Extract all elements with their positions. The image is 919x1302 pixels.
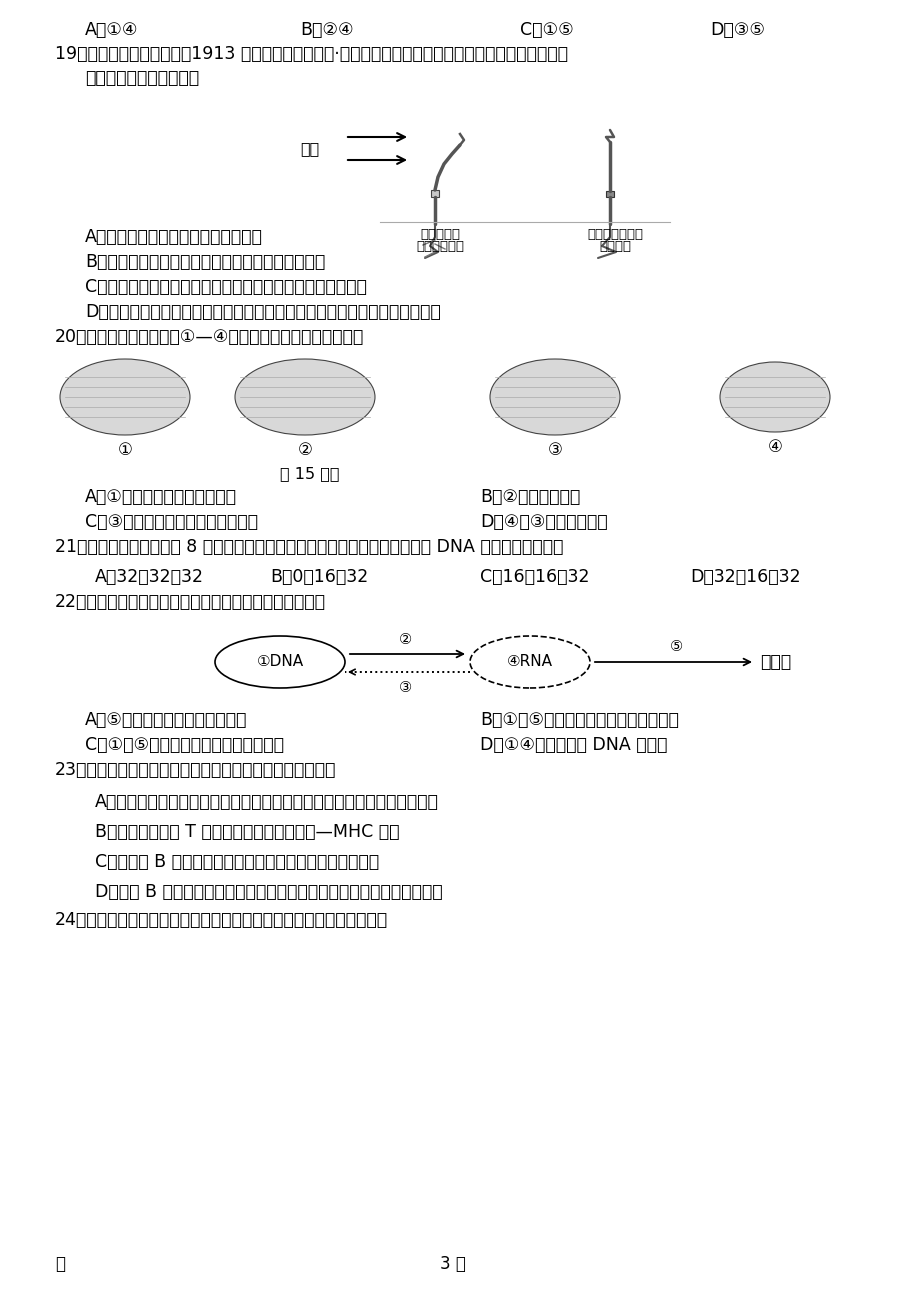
Text: B．插有明胶的苗发生向光弯曲证明苗尖是感光部位: B．插有明胶的苗发生向光弯曲证明苗尖是感光部位 (85, 253, 325, 271)
Text: D．④与③的外层膜相连: D．④与③的外层膜相连 (480, 513, 607, 531)
Text: 22．下图为中心法则图解。下列有关的叙述中，正确的是: 22．下图为中心法则图解。下列有关的叙述中，正确的是 (55, 592, 325, 611)
Ellipse shape (60, 359, 190, 435)
Text: B．每一个成熟的 T 淋巴细胞只带有一种抗原—MHC 受体: B．每一个成熟的 T 淋巴细胞只带有一种抗原—MHC 受体 (95, 823, 399, 841)
Text: 蛋白质: 蛋白质 (759, 654, 790, 671)
Text: ③: ③ (398, 680, 411, 694)
Text: C．16、16、32: C．16、16、32 (480, 568, 589, 586)
Text: ④RNA: ④RNA (506, 655, 552, 669)
Text: D．要使本实验更有说服力，还应设置不放苗尖仅放明胶或云母片的对照实验: D．要使本实验更有说服力，还应设置不放苗尖仅放明胶或云母片的对照实验 (85, 303, 440, 322)
Text: D．效应 B 细胞识别到抗原后，产生抗体，抗体和抗原结合产生免疫反应: D．效应 B 细胞识别到抗原后，产生抗体，抗体和抗原结合产生免疫反应 (95, 883, 442, 901)
Text: 23．下列关于细胞免疫发生过程的叙述中，不可能的一项是: 23．下列关于细胞免疫发生过程的叙述中，不可能的一项是 (55, 760, 336, 779)
Text: C．显微镜观察表明，弯曲部位背面细胞分裂速率快、数量多: C．显微镜观察表明，弯曲部位背面细胞分裂速率快、数量多 (85, 279, 367, 296)
Text: ④: ④ (766, 437, 781, 456)
Text: ①DNA: ①DNA (256, 655, 303, 669)
Text: A．①是合成蔗糖和淀粉的场所: A．①是合成蔗糖和淀粉的场所 (85, 488, 237, 506)
Text: B．②有两层单位膜: B．②有两层单位膜 (480, 488, 580, 506)
Text: ②: ② (398, 633, 411, 647)
Ellipse shape (490, 359, 619, 435)
Ellipse shape (234, 359, 375, 435)
Text: 第 15 题图: 第 15 题图 (279, 466, 339, 482)
Text: 顶端隔开: 顶端隔开 (598, 241, 630, 254)
Text: A．32、32、32: A．32、32、32 (95, 568, 204, 586)
Text: ②: ② (297, 441, 312, 460)
Text: ⑤: ⑤ (669, 639, 682, 655)
Text: 3 第: 3 第 (439, 1255, 465, 1273)
Text: A．本实验证明生长素由苗尖向下传递: A．本实验证明生长素由苗尖向下传递 (85, 228, 263, 246)
Ellipse shape (470, 635, 589, 687)
Text: 用云母片将幼苗: 用云母片将幼苗 (586, 228, 642, 241)
Text: D．③⑤: D．③⑤ (709, 21, 765, 39)
Text: C．①～⑤过程中都能发生碱基互补配对: C．①～⑤过程中都能发生碱基互补配对 (85, 736, 284, 754)
Text: 20．下列关于真核细胞中①—④结构与功能的叙述，正确的是: 20．下列关于真核细胞中①—④结构与功能的叙述，正确的是 (55, 328, 364, 346)
Text: 幼苗顶端隔开: 幼苗顶端隔开 (415, 241, 463, 254)
Text: B．①～⑤过程可以发生在同一个细胞中: B．①～⑤过程可以发生在同一个细胞中 (480, 711, 678, 729)
Text: 24．如图为某生物体细胞分裂的一个时期，下列相关叙述中，正确的是: 24．如图为某生物体细胞分裂的一个时期，下列相关叙述中，正确的是 (55, 911, 388, 930)
Text: 假说．下列叙述正确的是: 假说．下列叙述正确的是 (85, 69, 199, 87)
Text: 用明胶块将: 用明胶块将 (420, 228, 460, 241)
Text: B．0、16、32: B．0、16、32 (269, 568, 368, 586)
Text: 21．某生物的体细胞内有 8 对染色体，在有丝分裂中期的染色单体、染色体和 DNA 分子的数目依次是: 21．某生物的体细胞内有 8 对染色体，在有丝分裂中期的染色单体、染色体和 DN… (55, 538, 562, 556)
Text: 页: 页 (55, 1255, 65, 1273)
Text: D．①④过程均需要 DNA 聚合酶: D．①④过程均需要 DNA 聚合酶 (480, 736, 666, 754)
Text: 光照: 光照 (300, 141, 319, 156)
FancyBboxPatch shape (430, 190, 438, 197)
Text: ③: ③ (547, 441, 562, 460)
Text: D．32、16、32: D．32、16、32 (689, 568, 800, 586)
Text: A．⑤过程只能发生在真核细胞中: A．⑤过程只能发生在真核细胞中 (85, 711, 247, 729)
Text: C．③是贮存和复制遗传物质的场所: C．③是贮存和复制遗传物质的场所 (85, 513, 257, 531)
Text: C．成熟的 B 淋巴细胞的抗体分子在合成后便移到细胞膜上: C．成熟的 B 淋巴细胞的抗体分子在合成后便移到细胞膜上 (95, 853, 379, 871)
Text: A．①④: A．①④ (85, 21, 139, 39)
Text: A．当病原体侵入体内发生感染时，巨噬细胞吞噬入侵的病原体将其被消化: A．当病原体侵入体内发生感染时，巨噬细胞吞噬入侵的病原体将其被消化 (95, 793, 438, 811)
Text: ①: ① (118, 441, 132, 460)
Ellipse shape (720, 362, 829, 432)
Text: C．①⑤: C．①⑤ (519, 21, 573, 39)
FancyBboxPatch shape (606, 191, 613, 197)
Text: B．②④: B．②④ (300, 21, 353, 39)
Ellipse shape (215, 635, 345, 687)
Text: 19．在生长素的发现史上，1913 年丹麦植物学家波森·詹森进行了如图的实验，以检验达尔文的化学物质: 19．在生长素的发现史上，1913 年丹麦植物学家波森·詹森进行了如图的实验，以… (55, 46, 567, 62)
